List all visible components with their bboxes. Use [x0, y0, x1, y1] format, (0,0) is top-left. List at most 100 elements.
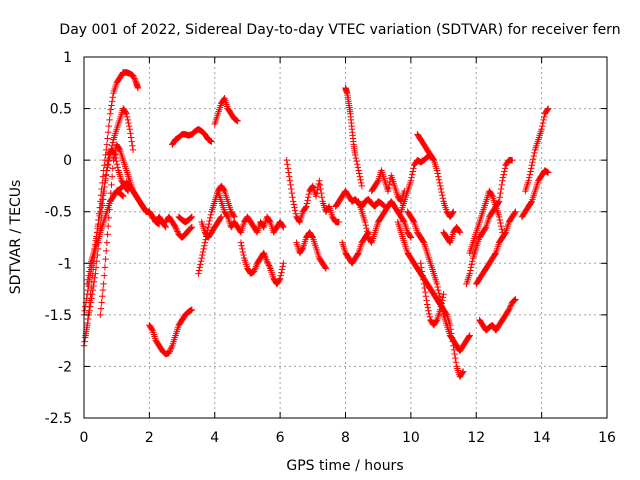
data-point: [188, 213, 196, 221]
data-point: [199, 251, 206, 259]
data-point: [109, 94, 116, 101]
data-point: [217, 214, 224, 222]
x-tick-label: 6: [276, 430, 285, 446]
data-point: [104, 231, 111, 238]
data-point: [89, 286, 97, 294]
data-point: [81, 338, 88, 345]
data-point: [495, 198, 503, 205]
data-point: [167, 345, 175, 352]
data-point: [539, 119, 547, 127]
data-point: [208, 138, 215, 145]
data-point: [497, 185, 505, 193]
data-point: [451, 350, 458, 358]
data-point: [528, 162, 536, 169]
data-point: [435, 286, 442, 294]
data-point: [436, 293, 443, 300]
series-arc-14: [214, 187, 287, 236]
data-point: [505, 306, 513, 313]
series-arc-34: [522, 105, 552, 195]
data-point: [507, 302, 515, 309]
data-point: [106, 110, 114, 117]
data-point: [205, 220, 213, 228]
data-point: [107, 106, 115, 113]
data-point: [421, 284, 428, 292]
data-point: [99, 202, 106, 209]
data-point: [110, 156, 117, 164]
data-point: [105, 214, 113, 222]
data-point: [408, 174, 415, 181]
data-point: [409, 168, 417, 175]
data-point: [419, 272, 426, 279]
data-point: [288, 189, 296, 197]
data-point: [466, 332, 473, 339]
data-point: [126, 126, 133, 133]
data-point: [456, 229, 464, 236]
data-point: [200, 245, 207, 253]
data-point: [109, 165, 116, 172]
data-point: [538, 126, 545, 133]
data-point: [355, 167, 362, 174]
data-point: [544, 106, 551, 113]
data-point: [500, 171, 507, 178]
data-point: [465, 333, 473, 340]
series-arc-13: [211, 95, 241, 128]
data-point: [284, 161, 291, 168]
data-point: [285, 169, 292, 176]
data-point: [529, 155, 537, 163]
data-point: [129, 72, 137, 79]
data-point: [87, 303, 94, 310]
data-point: [488, 192, 496, 199]
data-point: [114, 164, 121, 171]
data-point: [206, 217, 213, 225]
data-point: [305, 190, 313, 198]
data-point: [108, 181, 115, 189]
data-point: [354, 164, 362, 171]
data-point: [280, 260, 287, 267]
data-point: [498, 181, 505, 189]
data-point: [499, 174, 507, 181]
data-point: [104, 156, 112, 164]
y-tick-label: 1: [63, 50, 72, 66]
data-point: [116, 145, 123, 152]
data-point: [544, 105, 552, 112]
data-point: [541, 113, 548, 121]
data-point: [127, 134, 135, 141]
series-arc-15: [237, 239, 287, 288]
data-point: [423, 297, 430, 304]
data-point: [363, 228, 371, 235]
data-point: [364, 231, 371, 238]
data-point: [98, 299, 105, 306]
data-point: [263, 258, 271, 265]
data-point: [103, 239, 111, 246]
data-point: [422, 288, 429, 296]
data-point: [125, 119, 132, 127]
data-point: [357, 176, 364, 183]
data-point: [97, 305, 105, 312]
data-point: [101, 272, 108, 279]
data-point: [437, 306, 444, 313]
data-point: [172, 223, 179, 231]
data-point: [84, 319, 91, 327]
data-point: [316, 177, 323, 184]
data-point: [497, 189, 504, 197]
data-point: [512, 208, 519, 215]
x-tick-label: 2: [145, 430, 154, 446]
data-point: [352, 154, 360, 162]
data-point: [452, 359, 460, 366]
data-point: [466, 270, 473, 277]
data-point: [239, 245, 246, 253]
data-point: [123, 110, 130, 117]
data-point: [88, 295, 95, 302]
data-point: [437, 182, 444, 190]
data-point: [353, 157, 360, 165]
data-point: [279, 222, 286, 230]
data-point: [468, 261, 475, 268]
data-point: [223, 212, 231, 220]
data-point: [316, 181, 324, 189]
data-point: [125, 122, 133, 130]
data-point: [303, 200, 311, 207]
data-point: [86, 268, 93, 275]
data-point: [530, 152, 537, 160]
data-point: [356, 170, 363, 177]
data-point: [304, 197, 311, 204]
